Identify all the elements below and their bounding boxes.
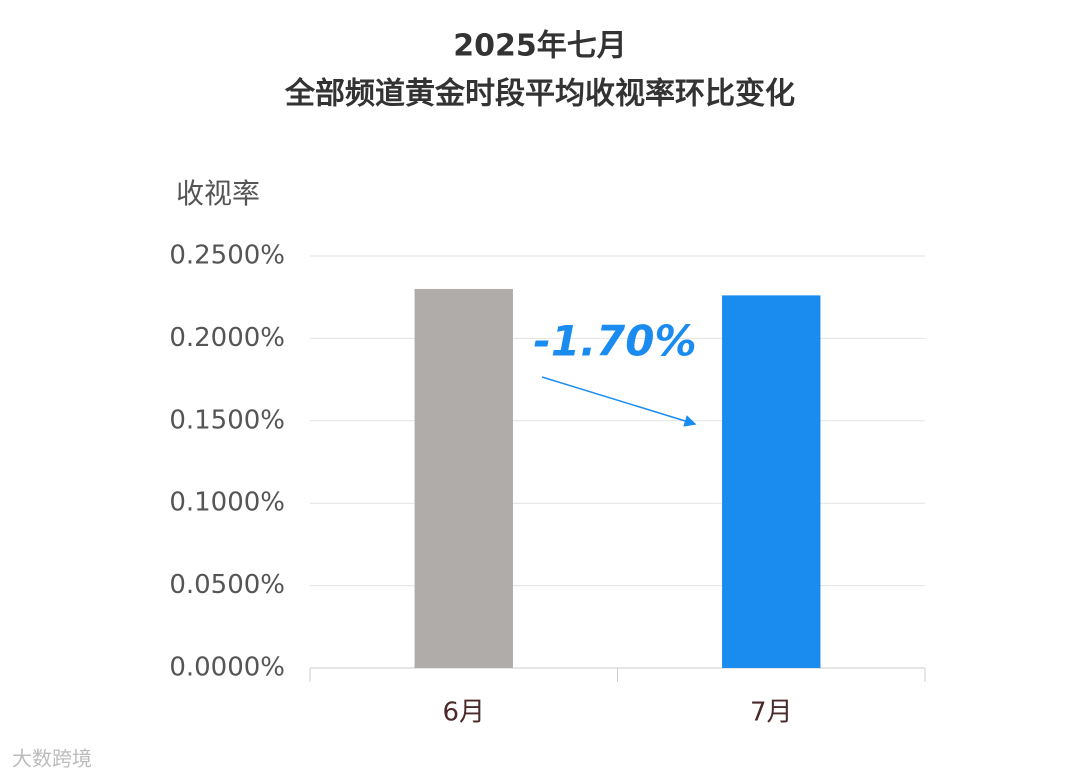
annotation-arrow [541,376,697,427]
y-tick-label: 0.2500% [169,241,285,271]
y-axis-title: 收视率 [176,177,260,210]
y-tick-label: 0.1500% [169,405,285,435]
y-tick-label: 0.2000% [169,323,285,353]
x-tick-label: 6月 [442,698,485,728]
x-tick-label: 7月 [750,698,793,728]
watermark: 大数跨境 [12,747,92,771]
y-tick-label: 0.1000% [169,488,285,518]
y-tick-label: 0.0000% [169,653,285,683]
chart-title: 2025年七月 [453,29,627,64]
y-tick-label: 0.0500% [169,570,285,600]
chart-subtitle: 全部频道黄金时段平均收视率环比变化 [284,77,795,112]
annotation: -1.70% [533,317,696,366]
bar [722,295,821,668]
bar [414,288,513,668]
